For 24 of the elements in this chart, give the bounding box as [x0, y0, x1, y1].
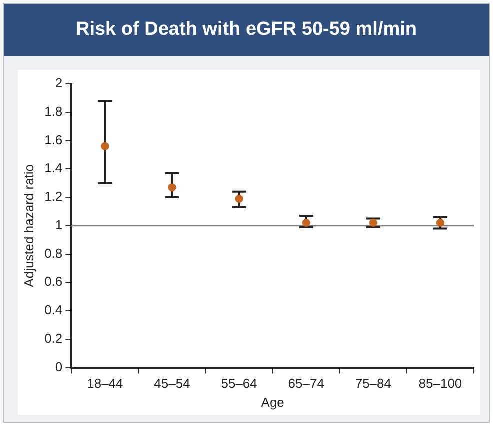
- y-axis-title: Adjusted hazard ratio: [21, 164, 36, 288]
- point: [168, 184, 176, 192]
- y-tick-label: 1: [55, 217, 63, 232]
- y-tick-label: 0.2: [44, 331, 63, 346]
- x-tick-label: 85–100: [418, 376, 462, 392]
- y-tick-label: 0: [55, 359, 63, 374]
- y-tick-label: 0.8: [44, 246, 63, 261]
- point: [101, 142, 110, 150]
- chart-title: Risk of Death with eGFR 50-59 ml/min: [4, 4, 489, 56]
- y-tick-label: 1.2: [44, 189, 63, 204]
- y-tick-label: 0.6: [44, 274, 63, 290]
- point: [235, 194, 244, 203]
- y-tick-label: 1.6: [44, 132, 63, 148]
- x-tick-label: 45–54: [154, 376, 190, 392]
- y-tick-label: 1.4: [44, 160, 63, 176]
- x-axis-title: Age: [261, 394, 284, 410]
- y-tick-label: 0.4: [44, 302, 63, 318]
- x-tick-label: 65–74: [288, 376, 324, 392]
- x-tick-label: 18–44: [87, 376, 124, 392]
- point: [302, 219, 310, 228]
- x-tick-label: 75–84: [355, 376, 392, 392]
- x-tick-label: 55–64: [221, 376, 258, 392]
- y-tick-label: 1.8: [44, 104, 63, 119]
- y-tick-label: 2: [55, 76, 63, 91]
